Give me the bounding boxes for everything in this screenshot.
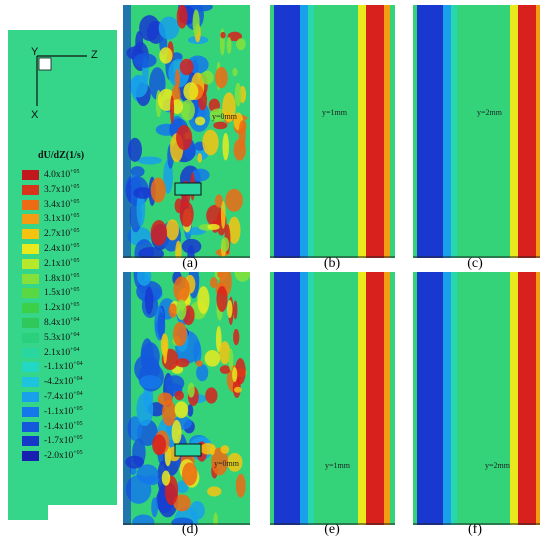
legend-entry: 1.5x10+05: [22, 287, 142, 299]
panel-y-label: y=0mm: [212, 112, 237, 121]
legend-entry: 3.4x10+05: [22, 198, 142, 210]
legend-label: -1.1x10+05: [44, 405, 83, 417]
legend-swatch: [22, 347, 39, 358]
panel-y-label: y=1mm: [325, 461, 350, 470]
legend-label: 1.2x10+05: [44, 302, 80, 314]
legend-label: 3.7x10+05: [44, 183, 80, 195]
panel-caption: (e): [324, 522, 340, 537]
panel-caption: (b): [323, 256, 341, 271]
legend-label: 1.5x10+05: [44, 287, 80, 299]
legend-entry: 2.4x10+05: [22, 243, 142, 255]
legend-swatch: [22, 229, 39, 240]
contour-panel: [413, 5, 540, 258]
legend-swatch: [22, 332, 39, 343]
legend-entry: 3.7x10+05: [22, 183, 142, 195]
legend-label: -1.1x10+04: [44, 361, 83, 373]
legend-label: -2.0x10+05: [44, 450, 83, 462]
legend-label: -1.7x10+05: [44, 435, 83, 447]
legend-swatch: [22, 288, 39, 299]
legend-entry: 1.8x10+05: [22, 272, 142, 284]
legend-swatch: [22, 258, 39, 269]
contour-panel: [123, 5, 250, 258]
legend-swatch: [22, 436, 39, 447]
legend-swatch: [22, 406, 39, 417]
contour-panel: [413, 272, 540, 525]
legend-label: 1.8x10+05: [44, 272, 80, 284]
overview-strip-notch: [48, 505, 118, 523]
legend-entry: -1.1x10+05: [22, 405, 142, 417]
legend-label: 3.4x10+05: [44, 198, 80, 210]
legend-swatch: [22, 273, 39, 284]
legend-label: 2.4x10+05: [44, 243, 80, 255]
legend-swatch: [22, 184, 39, 195]
legend-swatch: [22, 392, 39, 402]
panel-y-label: y=2mm: [485, 461, 510, 470]
legend-entry: -1.7x10+05: [22, 435, 142, 447]
legend-label: 2.7x10+05: [44, 228, 80, 240]
legend-entry: 8.4x10+04: [22, 317, 142, 329]
panel-caption: (c): [467, 256, 483, 271]
legend-label: 2.1x10+05: [44, 257, 80, 269]
contour-panel: [123, 272, 250, 525]
legend-label: 3.1x10+05: [44, 213, 80, 225]
legend-label: 4.0x10+05: [44, 169, 80, 181]
legend-entry: 5.3x10+04: [22, 331, 142, 343]
panel-caption: (d): [181, 522, 199, 537]
legend-swatch: [22, 318, 39, 328]
legend-swatch: [22, 421, 39, 432]
legend-swatch: [22, 214, 39, 225]
legend-title: dU/dZ(1/s): [38, 150, 85, 161]
axis-label-y: Y: [31, 46, 39, 58]
legend-label: -1.4x10+05: [44, 420, 83, 432]
axis-label-x: X: [31, 109, 39, 121]
legend-entry: -2.0x10+05: [22, 450, 142, 462]
legend-label: -4.2x10+04: [44, 376, 83, 388]
axis-label-z: Z: [91, 49, 98, 61]
legend-label: 5.3x10+04: [44, 331, 80, 343]
legend-swatch: [22, 451, 39, 462]
legend-swatch: [22, 170, 39, 180]
legend: 4.0x10+05 3.7x10+05 3.4x10+05 3.1x10+05 2.7x…: [22, 169, 122, 461]
legend-swatch: [22, 303, 39, 314]
legend-swatch: [22, 244, 39, 254]
legend-entry: -4.2x10+04: [22, 376, 142, 388]
legend-label: -7.4x10+04: [44, 391, 83, 403]
contour-panel: [270, 5, 395, 258]
legend-entry: -1.1x10+04: [22, 361, 142, 373]
legend-entry: 3.1x10+05: [22, 213, 142, 225]
legend-entry: 1.2x10+05: [22, 302, 142, 314]
legend-label: 2.1x10+04: [44, 346, 80, 358]
panel-caption: (a): [182, 256, 198, 271]
legend-entry: 2.1x10+05: [22, 257, 142, 269]
axes-icon: [36, 55, 87, 106]
legend-entry: -7.4x10+04: [22, 391, 142, 403]
panel-caption: (f): [468, 522, 482, 537]
legend-label: 8.4x10+04: [44, 317, 80, 329]
legend-entry: 4.0x10+05: [22, 169, 142, 181]
legend-entry: 2.1x10+04: [22, 346, 142, 358]
contour-panel: [270, 272, 395, 525]
legend-swatch: [22, 377, 39, 388]
panel-y-label: y=1mm: [322, 108, 347, 117]
panel-y-label: y=2mm: [477, 108, 502, 117]
legend-swatch: [22, 362, 39, 373]
legend-entry: -1.4x10+05: [22, 420, 142, 432]
panel-y-label: y=0mm: [214, 459, 239, 468]
legend-entry: 2.7x10+05: [22, 228, 142, 240]
legend-swatch: [22, 199, 39, 210]
